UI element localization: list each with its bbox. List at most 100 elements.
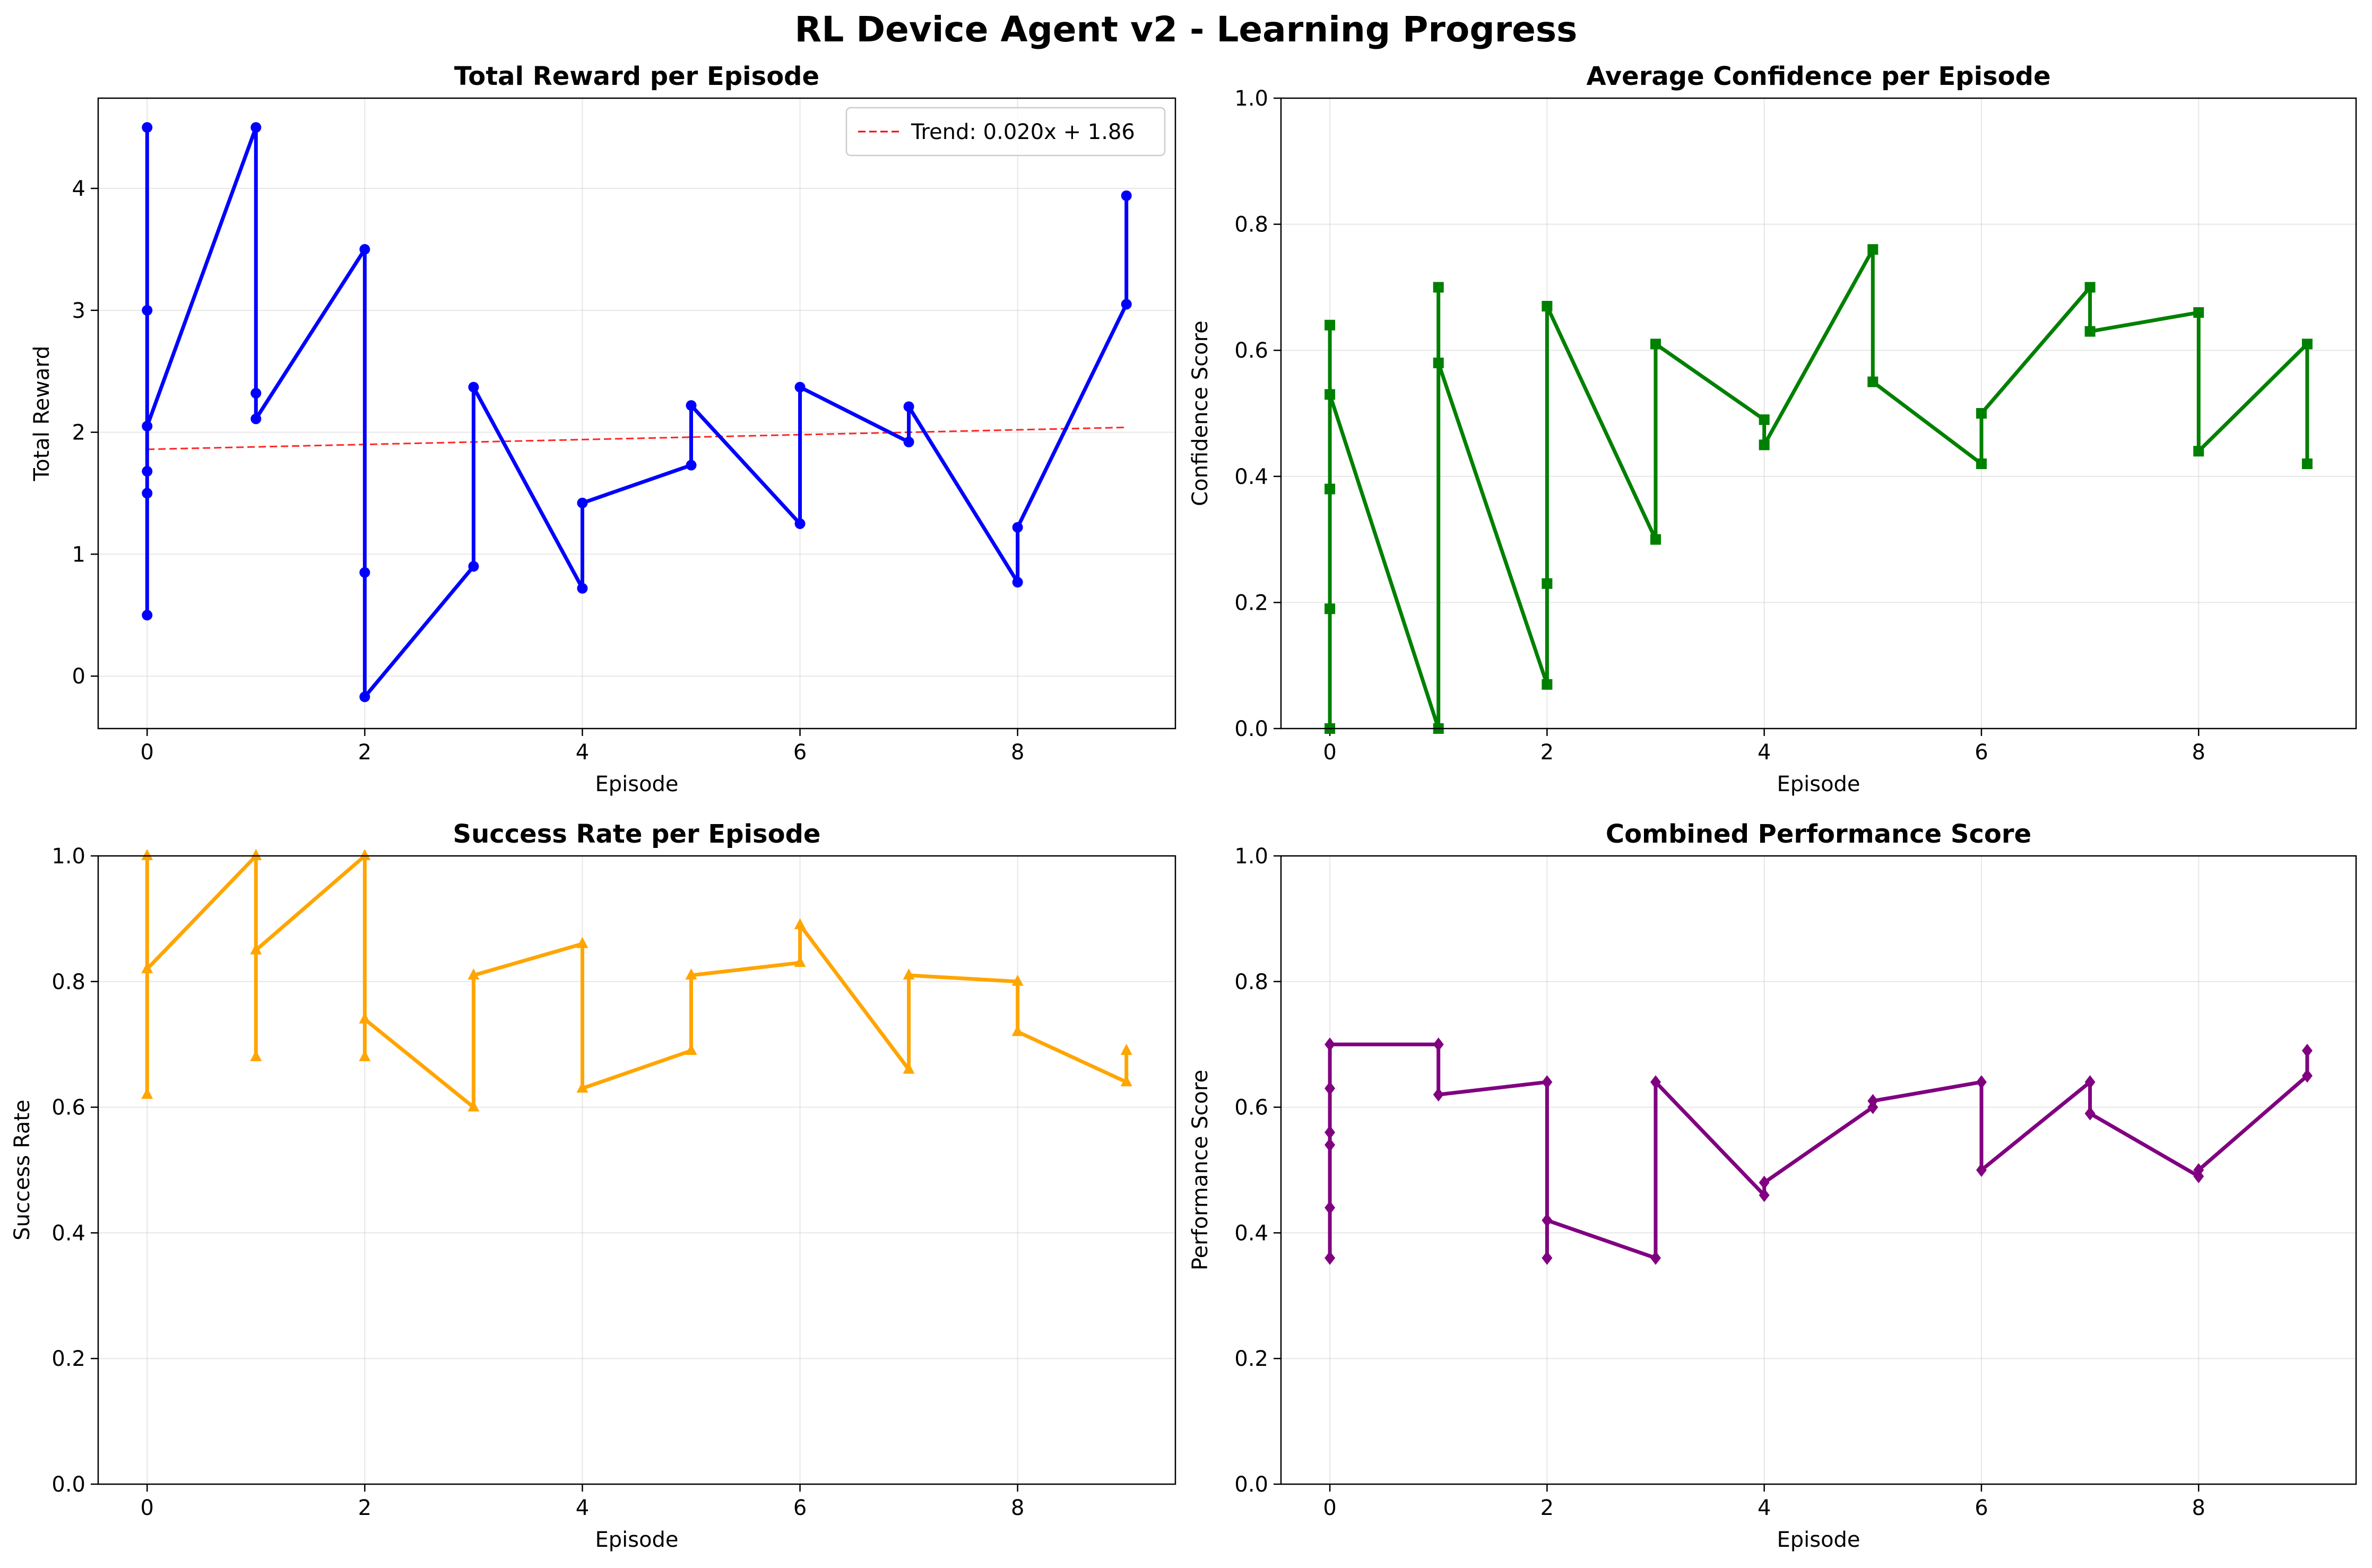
data-point: [1012, 522, 1023, 533]
data-point: [250, 943, 262, 955]
y-tick-label: 0.6: [51, 1096, 85, 1120]
data-point: [142, 305, 153, 316]
y-tick-label: 0.2: [1234, 591, 1268, 615]
legend-box: [845, 107, 1166, 157]
y-tick-label: 0.0: [1234, 717, 1268, 741]
data-point: [468, 382, 479, 393]
data-point: [1542, 1075, 1553, 1089]
data-point: [1867, 1094, 1878, 1108]
data-point: [1324, 1037, 1336, 1052]
data-point: [794, 918, 806, 930]
x-tick-label: 0: [141, 740, 154, 765]
data-point: [1121, 299, 1132, 310]
data-point: [1120, 1044, 1132, 1055]
data-point: [1324, 483, 1336, 495]
data-point: [903, 437, 914, 447]
x-tick-label: 2: [358, 1496, 371, 1520]
data-point: [794, 382, 806, 393]
x-tick-label: 8: [1011, 740, 1024, 765]
y-tick-label: 4: [72, 177, 85, 201]
data-point: [1759, 439, 1770, 451]
y-axis-label: Performance Score: [1188, 1070, 1213, 1270]
data-point: [1324, 1125, 1336, 1139]
data-point: [2084, 1075, 2096, 1089]
legend-label: Trend: 0.020x + 1.86: [911, 120, 1135, 144]
data-point: [1759, 1188, 1770, 1202]
data-point: [1867, 376, 1878, 387]
y-axis-label: Total Reward: [30, 345, 54, 481]
data-point: [141, 849, 153, 860]
data-point: [250, 413, 262, 425]
legend: Trend: 0.020x + 1.86: [845, 107, 1166, 157]
data-point: [359, 1050, 371, 1061]
chart-title: Total Reward per Episode: [454, 62, 819, 91]
y-tick-label: 0.4: [1234, 465, 1268, 489]
axes-frame: [1280, 855, 2357, 1485]
total-reward-per-episode-chart: 0 2 4 6 8 0 1 2 3 4 Total Reward per Episode Episod…: [30, 62, 1176, 796]
y-tick-label: 0.4: [1234, 1221, 1268, 1245]
data-point: [2301, 1044, 2313, 1058]
data-point: [1759, 414, 1770, 425]
data-point: [903, 1062, 915, 1074]
x-tick-label: 0: [1323, 740, 1336, 765]
data-point: [2193, 307, 2204, 318]
data-point: [903, 968, 915, 980]
data-point: [1324, 1201, 1336, 1215]
y-tick-label: 0: [72, 664, 85, 689]
data-point: [1011, 974, 1024, 986]
data-point: [2193, 446, 2204, 457]
data-point: [686, 400, 697, 411]
data-point: [903, 401, 914, 412]
y-tick-label: 0.2: [1234, 1347, 1268, 1371]
data-point: [2084, 1106, 2096, 1121]
data-point: [2084, 282, 2096, 293]
y-tick-label: 2: [72, 421, 85, 445]
x-tick-label: 4: [576, 1496, 589, 1520]
data-point: [1433, 1037, 1444, 1052]
data-point: [1650, 339, 1661, 350]
data-point: [1542, 301, 1553, 312]
axes-frame: [97, 97, 1176, 730]
x-tick-label: 0: [141, 1496, 154, 1520]
y-axis-label: Confidence Score: [1188, 320, 1213, 506]
data-point: [1650, 534, 1661, 545]
data-point: [468, 561, 479, 572]
data-point: [359, 849, 371, 860]
y-tick-label: 0.6: [1234, 339, 1268, 363]
data-point: [468, 968, 480, 980]
data-point: [1121, 190, 1132, 201]
x-tick-label: 0: [1323, 1496, 1336, 1520]
data-point: [1976, 408, 1987, 419]
data-point: [250, 122, 262, 133]
data-point: [359, 1012, 371, 1024]
x-tick-label: 6: [793, 1496, 807, 1520]
data-point: [1120, 1075, 1132, 1087]
data-point: [1324, 1138, 1336, 1152]
y-tick-label: 0.8: [51, 970, 85, 994]
data-point: [2301, 458, 2313, 470]
data-point: [1976, 1075, 1987, 1089]
data-point: [1542, 1251, 1553, 1265]
data-point: [359, 567, 370, 578]
x-tick-label: 8: [1011, 1496, 1024, 1520]
data-point: [468, 1100, 480, 1112]
data-point: [141, 1087, 153, 1099]
data-point: [1759, 1175, 1770, 1190]
x-tick-label: 4: [1758, 740, 1771, 765]
data-point: [1542, 1213, 1553, 1227]
data-point: [1433, 357, 1444, 368]
data-point: [142, 122, 153, 133]
x-axis-label: Episode: [595, 772, 678, 796]
average-confidence-per-episode-chart: 0 2 4 6 8 0.0 0.2 0.4 0.6 0.8 1.0 Average Confidenc…: [1188, 62, 2357, 796]
y-tick-label: 1.0: [51, 844, 85, 869]
x-axis-label: Episode: [1777, 772, 1860, 796]
axes-frame: [1280, 97, 2357, 730]
y-tick-label: 0.2: [51, 1347, 85, 1371]
data-point: [1867, 244, 1878, 255]
subplot-grid: 0 2 4 6 8 0 1 2 3 4 Total Reward per Episode Episod…: [10, 62, 2357, 1552]
data-point: [1542, 679, 1553, 690]
x-tick-label: 6: [1975, 1496, 1988, 1520]
data-point: [576, 1081, 588, 1093]
data-point: [1542, 578, 1553, 589]
